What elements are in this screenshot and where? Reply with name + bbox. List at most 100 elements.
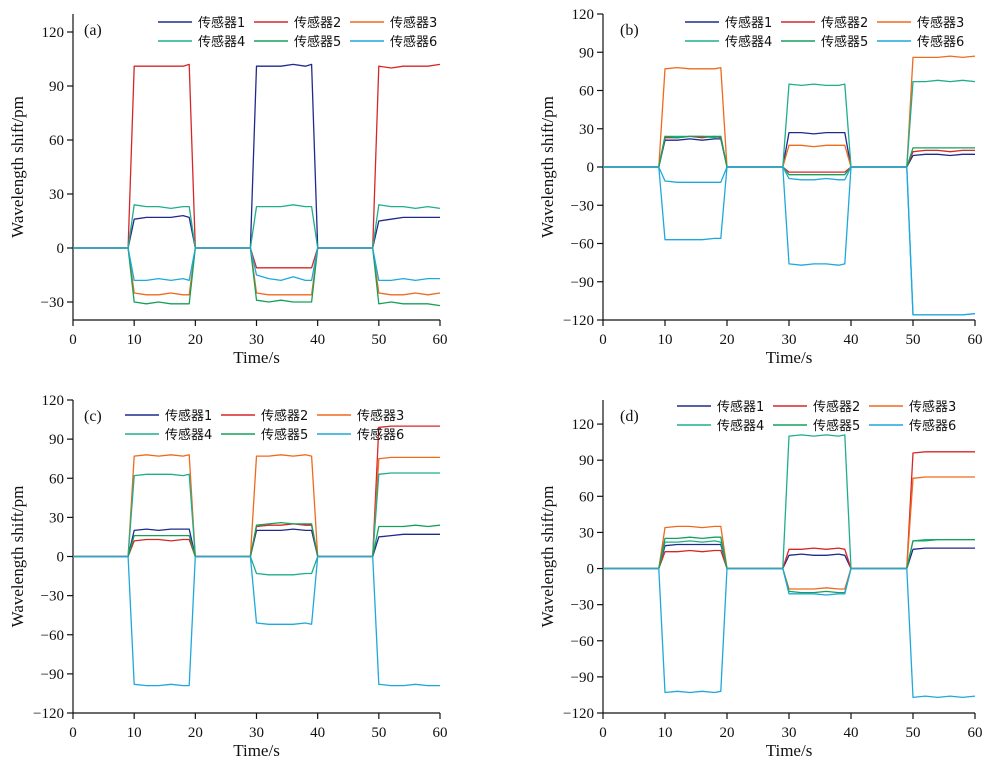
- series-line-3: [73, 247, 441, 296]
- x-tick-label: 60: [433, 725, 448, 741]
- y-axis-title: Wavelength shift/pm: [8, 486, 27, 628]
- legend-label-2: 传感器2: [821, 15, 868, 31]
- series-line-3: [73, 454, 440, 558]
- x-tick-label: 0: [69, 725, 77, 741]
- y-tick-label: −30: [571, 598, 594, 614]
- x-tick-label: 40: [844, 725, 859, 741]
- x-tick-label: 10: [127, 725, 142, 741]
- x-tick-label: 60: [968, 725, 983, 741]
- series-line-5: [603, 536, 975, 594]
- y-tick-label: −60: [41, 628, 64, 644]
- series-line-6: [73, 247, 440, 282]
- series-line-4: [603, 79, 976, 168]
- y-tick-label: 90: [579, 45, 594, 61]
- x-tick-label: 0: [599, 725, 607, 741]
- x-tick-label: 60: [433, 332, 448, 348]
- series-line-4: [73, 204, 441, 249]
- y-tick-label: 30: [579, 525, 594, 541]
- legend-label-4: 传感器4: [725, 34, 772, 50]
- chart-panel-3: 0 10 20 30 40 50 60 −120 −90 −60 −30 0 30 60 90 120 Time…: [8, 393, 448, 760]
- series-line-1: [603, 131, 975, 168]
- x-tick-label: 30: [782, 332, 797, 348]
- y-tick-label: 120: [572, 417, 595, 433]
- y-tick-label: 0: [57, 550, 65, 566]
- x-tick-label: 40: [844, 332, 859, 348]
- chart-panel-1: 0 10 20 30 40 50 60 −30 0 30 60 90 120 Time/s Waveleng…: [8, 14, 448, 367]
- series-line-5: [73, 247, 441, 307]
- legend-label-1: 传感器1: [725, 15, 772, 31]
- chart-panel-2: 0 10 20 30 40 50 60 −120 −90 −60 −30 0 30 60 90 120 Time…: [538, 7, 983, 367]
- y-tick-label: −30: [41, 589, 64, 605]
- y-tick-label: −120: [563, 313, 594, 329]
- legend-label-3: 传感器3: [390, 15, 437, 31]
- x-tick-label: 40: [310, 725, 325, 741]
- legend-label-6: 传感器6: [357, 427, 404, 443]
- series-line-2: [603, 451, 975, 570]
- legend-label-3: 传感器3: [909, 399, 956, 415]
- y-tick-label: 60: [49, 133, 64, 149]
- y-tick-label: 60: [579, 84, 594, 100]
- series-line-3: [603, 55, 976, 168]
- y-axis-title: Wavelength shift/pm: [8, 96, 27, 238]
- x-axis-title: Time/s: [233, 348, 280, 367]
- chart-panel-4: 0 10 20 30 40 50 60 −120 −90 −60 −30 0 30 60 90 120 Time…: [538, 399, 983, 760]
- legend-label-1: 传感器1: [198, 15, 245, 31]
- x-tick-label: 30: [782, 725, 797, 741]
- series-line-2: [73, 425, 440, 558]
- y-tick-label: 0: [587, 562, 595, 578]
- y-tick-label: 90: [579, 453, 594, 469]
- series-line-7: [603, 166, 976, 316]
- x-tick-label: 10: [127, 332, 142, 348]
- series-line-3: [603, 476, 975, 590]
- y-tick-label: −90: [41, 667, 64, 683]
- series-line-5: [73, 521, 441, 558]
- series-line-5: [603, 135, 975, 176]
- x-tick-label: 30: [249, 725, 264, 741]
- legend-label-6: 传感器6: [917, 34, 964, 50]
- y-tick-label: −120: [33, 706, 64, 722]
- legend-label-1: 传感器1: [165, 408, 212, 424]
- y-tick-label: 0: [57, 241, 65, 257]
- x-axis-title: Time/s: [766, 741, 813, 760]
- y-tick-label: 120: [42, 393, 65, 409]
- panel-label: (b): [620, 22, 639, 39]
- y-axis-title: Wavelength shift/pm: [538, 96, 557, 238]
- y-tick-label: 30: [49, 187, 64, 203]
- legend-label-4: 传感器4: [198, 34, 245, 50]
- legend-label-5: 传感器5: [813, 418, 860, 434]
- panel-label: (a): [84, 22, 102, 39]
- series-line-6: [603, 567, 976, 699]
- series-line-6: [603, 166, 976, 316]
- x-tick-label: 50: [906, 725, 921, 741]
- series-line-1: [603, 543, 975, 570]
- x-tick-label: 60: [968, 332, 983, 348]
- y-tick-label: 30: [49, 510, 64, 526]
- y-tick-label: 0: [587, 160, 595, 176]
- legend-label-2: 传感器2: [294, 15, 341, 31]
- legend-label-4: 传感器4: [717, 418, 764, 434]
- x-tick-label: 20: [188, 332, 203, 348]
- x-tick-label: 50: [371, 725, 386, 741]
- y-tick-label: −60: [571, 634, 594, 650]
- legend-label-5: 传感器5: [294, 34, 341, 50]
- x-axis-title: Time/s: [766, 348, 813, 367]
- panel-label: (c): [84, 408, 102, 425]
- y-axis-title: Wavelength shift/pm: [538, 486, 557, 628]
- y-tick-label: −30: [41, 295, 64, 311]
- series-line-2: [73, 63, 441, 269]
- legend-label-5: 传感器5: [261, 427, 308, 443]
- x-tick-label: 10: [658, 725, 673, 741]
- y-tick-label: −60: [571, 237, 594, 253]
- legend-label-6: 传感器6: [390, 34, 437, 50]
- x-tick-label: 40: [310, 332, 325, 348]
- x-tick-label: 50: [371, 332, 386, 348]
- y-tick-label: 60: [579, 489, 594, 505]
- x-axis-title: Time/s: [233, 741, 280, 760]
- series-line-4: [603, 434, 975, 570]
- legend-label-2: 传感器2: [261, 408, 308, 424]
- x-tick-label: 0: [69, 332, 77, 348]
- y-tick-label: −90: [571, 275, 594, 291]
- legend-label-4: 传感器4: [165, 427, 212, 443]
- legend-label-1: 传感器1: [717, 399, 764, 415]
- x-tick-label: 20: [720, 725, 735, 741]
